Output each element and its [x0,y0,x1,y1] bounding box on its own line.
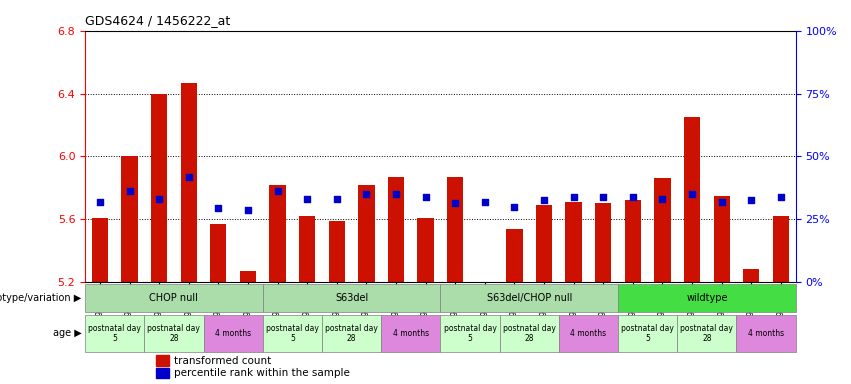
Bar [654,178,671,282]
Point [419,194,432,200]
Text: 4 months: 4 months [570,329,607,338]
Bar [418,218,434,282]
Bar [565,202,582,282]
Point [597,194,610,200]
Bar [263,283,441,312]
Bar [240,271,256,282]
Text: S63del/CHOP null: S63del/CHOP null [487,293,572,303]
Bar [506,228,523,282]
Bar [122,156,138,282]
Text: CHOP null: CHOP null [150,293,198,303]
Point [448,200,462,207]
Text: 4 months: 4 months [392,329,429,338]
Point [389,191,403,197]
Text: transformed count: transformed count [174,356,271,366]
Bar [447,177,463,282]
Bar [477,282,493,293]
Text: postnatal day
28: postnatal day 28 [681,324,734,343]
Bar [625,200,641,282]
Bar [618,315,677,352]
Text: postnatal day
28: postnatal day 28 [503,324,556,343]
Bar [263,315,322,352]
Bar [773,216,789,282]
Text: postnatal day
28: postnatal day 28 [147,324,200,343]
Text: 4 months: 4 months [748,329,784,338]
Point [567,194,580,200]
Bar [299,216,316,282]
Bar [157,356,169,366]
Text: postnatal day
28: postnatal day 28 [325,324,378,343]
Point [507,204,521,210]
Bar [618,283,796,312]
Text: percentile rank within the sample: percentile rank within the sample [174,368,350,378]
Point [241,207,254,213]
Point [330,196,344,202]
Text: 4 months: 4 months [215,329,251,338]
Bar [210,224,226,282]
Text: wildtype: wildtype [686,293,728,303]
Bar [736,315,796,352]
Bar [358,185,374,282]
Text: age ▶: age ▶ [53,328,82,338]
Bar [151,94,168,282]
Bar [85,283,263,312]
Bar [145,315,203,352]
Point [182,174,196,180]
Bar [536,205,552,282]
Point [271,188,284,194]
Point [537,197,551,204]
Bar [441,315,500,352]
Point [655,196,669,202]
Point [123,188,136,194]
Point [478,199,492,205]
Point [715,199,728,205]
Bar [203,315,263,352]
Bar [328,221,345,282]
Point [774,194,788,200]
Bar [559,315,618,352]
Bar [441,283,618,312]
Bar [270,185,286,282]
Bar [381,315,441,352]
Text: GDS4624 / 1456222_at: GDS4624 / 1456222_at [85,14,231,27]
Bar [157,367,169,378]
Text: postnatal day
5: postnatal day 5 [443,324,496,343]
Bar [322,315,381,352]
Bar [684,117,700,282]
Bar [713,195,730,282]
Bar [388,177,404,282]
Point [300,196,314,202]
Bar [743,270,759,282]
Text: postnatal day
5: postnatal day 5 [266,324,319,343]
Text: S63del: S63del [335,293,368,303]
Point [212,205,226,211]
Text: genotype/variation ▶: genotype/variation ▶ [0,293,82,303]
Point [745,197,758,204]
Point [360,191,374,197]
Bar [677,315,736,352]
Point [685,191,699,197]
Bar [180,83,197,282]
Bar [500,315,559,352]
Bar [85,315,145,352]
Bar [92,218,108,282]
Point [626,194,640,200]
Bar [595,204,611,282]
Point [152,196,166,202]
Text: postnatal day
5: postnatal day 5 [89,324,141,343]
Point [93,199,106,205]
Text: postnatal day
5: postnatal day 5 [621,324,674,343]
